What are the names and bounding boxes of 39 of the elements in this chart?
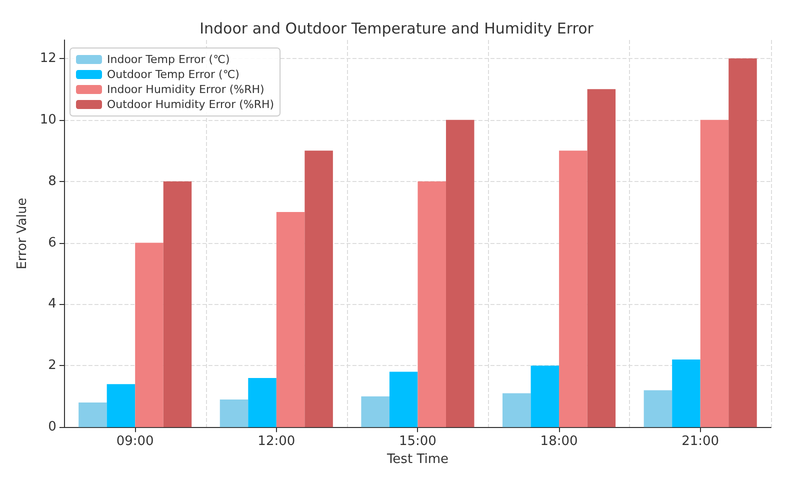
- bar: [220, 399, 248, 428]
- x-tick-label: 12:00: [258, 434, 296, 450]
- bar: [418, 181, 446, 428]
- y-tick-label: 4: [48, 296, 56, 312]
- bar: [728, 58, 757, 428]
- legend-label: Indoor Humidity Error (%RH): [107, 83, 264, 96]
- legend-label: Outdoor Temp Error (℃): [107, 68, 240, 81]
- bar: [644, 390, 672, 428]
- bar: [559, 150, 588, 428]
- bar: [78, 402, 107, 428]
- bar: [135, 242, 164, 428]
- y-tick-label: 2: [48, 358, 56, 374]
- bar: [361, 396, 390, 428]
- bar: [304, 150, 333, 428]
- legend-label: Outdoor Humidity Error (%RH): [107, 98, 274, 111]
- bar: [587, 89, 616, 428]
- x-tick-label: 21:00: [682, 434, 720, 450]
- y-tick-label: 0: [48, 420, 56, 435]
- y-axis-title: Error Value: [15, 198, 30, 270]
- bar: [248, 378, 276, 428]
- bar: [530, 366, 560, 428]
- bar: [446, 120, 474, 428]
- x-tick-label: 09:00: [116, 434, 154, 450]
- bar: [672, 360, 700, 428]
- y-tick-label: 6: [48, 235, 56, 250]
- x-axis-title: Test Time: [386, 452, 448, 467]
- y-tick-label: 8: [48, 174, 56, 189]
- bar: [700, 120, 729, 428]
- chart-title: Indoor and Outdoor Temperature and Humidity Error: [200, 20, 594, 38]
- y-tick-label: 12: [40, 50, 56, 66]
- bar: [276, 212, 305, 428]
- bar: [389, 372, 418, 428]
- bar: [502, 393, 531, 428]
- x-tick-label: 15:00: [398, 434, 436, 450]
- x-tick-label: 18:00: [540, 434, 578, 450]
- bar: [163, 181, 192, 428]
- y-tick-label: 10: [40, 112, 56, 128]
- legend-label: Indoor Temp Error (℃): [107, 53, 230, 66]
- bar: [106, 384, 136, 428]
